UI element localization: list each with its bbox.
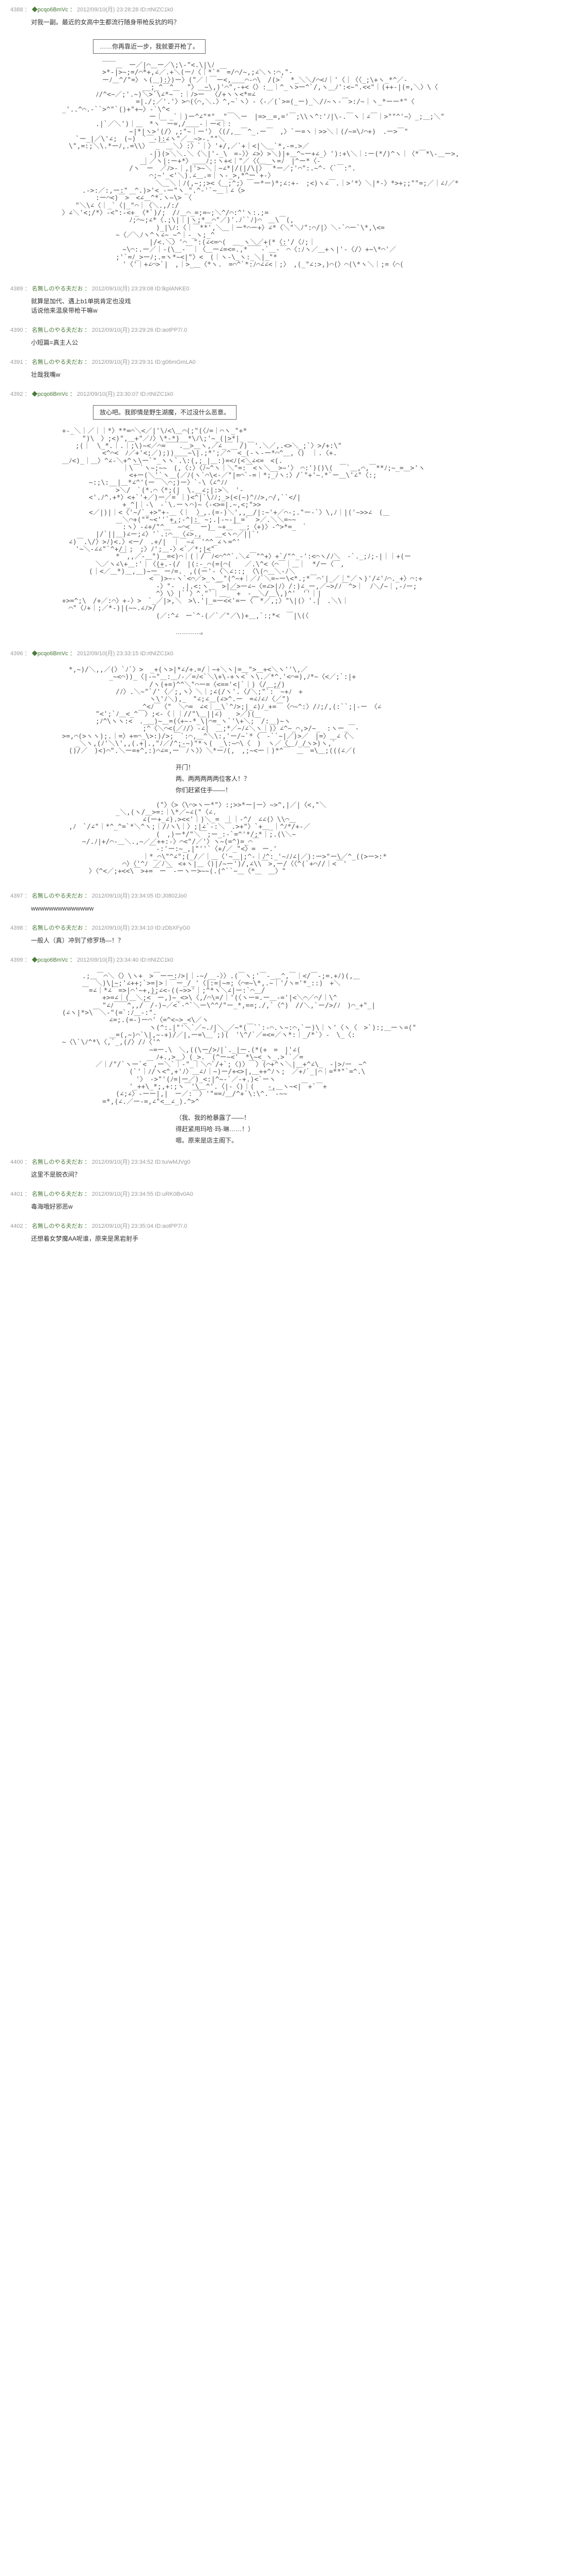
post-header: 4396 ： ◆pcqo6BmVc ： 2012/09/10(月) 23:33:…: [10, 649, 571, 657]
post-body: 一般人（真）冲到了修罗场—！？: [10, 936, 571, 945]
dialogue-text: 得赶紧用玛哈·玛-琳……！）: [31, 1124, 571, 1134]
post-number: 4388 ：: [10, 7, 32, 13]
post-body: 对我一副。最近的女高中生都流行随身带枪反抗的吗？ ……你再靠近一步，我就要开枪了。…: [10, 18, 571, 274]
post-handle: 名無しのやる夫だお ：: [32, 327, 92, 333]
post-header: 4389 ： 名無しのやる夫だお ： 2012/09/10(月) 23:29:0…: [10, 284, 571, 292]
post-number: 4401 ：: [10, 1191, 32, 1197]
post-header: 4391 ： 名無しのやる夫だお ： 2012/09/10(月) 23:29:3…: [10, 358, 571, 366]
ascii-art: ("〉〈>〈\⌒>ヽー*"〉:;>>*ー|ー〉~>^,|／|〈<,"＼ _＼,(…: [31, 797, 571, 881]
forum-post: 4402 ： 名無しのやる夫だお ： 2012/09/10(月) 23:35:0…: [0, 1216, 581, 1248]
post-handle: 名無しのやる夫だお ：: [32, 1159, 92, 1165]
post-date: 2012/09/10(月) 23:35:04 ID:aotPP7/.0: [92, 1223, 187, 1229]
post-handle: ◆pcqo6BmVc ：: [32, 651, 77, 657]
post-text: 毒海哦好邪恶w: [31, 1202, 571, 1211]
post-number: 4397 ：: [10, 893, 32, 899]
post-body: 就算是加代、遇上b1单挑肯定也没戏 话说他来温泉带枪干嘛w: [10, 297, 571, 315]
forum-post: 4390 ： 名無しのやる夫だお ： 2012/09/10(月) 23:29:2…: [0, 320, 581, 352]
forum-post: 4388 ： ◆pcqo6BmVc ： 2012/09/10(月) 23:28:…: [0, 0, 581, 279]
post-date: 2012/09/10(月) 23:29:26 ID:aotPP7/.0: [92, 327, 187, 333]
post-body: .;＿￣⌒＼〈〉\ヽ+ >￣ーー:ﾉ>|｜-~/__-〉〉.(￣ヽ;'￣-_＿^…: [10, 968, 571, 1145]
dialogue-text: 嗯。原来是店主阁下。: [31, 1136, 571, 1145]
forum-post: 4401 ： 名無しのやる夫だお ： 2012/09/10(月) 23:34:5…: [0, 1184, 581, 1216]
ascii-art: ￣￣＿ ー／|⌒＿ー／\;\-"<.\|\ﾉ >*-|>~;=/⌒*+,∠／.+…: [31, 57, 571, 274]
post-body: 壮哉我嘴w: [10, 370, 571, 379]
post-body: 这里不是脱衣间？: [10, 1170, 571, 1179]
post-handle: ◆pcqo6BmVc ：: [32, 7, 77, 13]
ascii-art: *,~)/＼,,／(〉`ﾉ`〉> _+(ヽ>|*∠/+.=/｜~+＼ヽ|=＿">…: [31, 661, 571, 761]
post-number: 4392 ：: [10, 391, 32, 397]
post-text: 这里不是脱衣间？: [31, 1170, 571, 1179]
forum-post: 4399 ： ◆pcqo6BmVc ： 2012/09/10(月) 23:34:…: [0, 950, 581, 1152]
post-date: 2012/09/10(月) 23:34:10 ID:zDbXFyG0: [92, 925, 190, 931]
post-date: 2012/09/10(月) 23:33:15 ID:rtNIZC1k0: [77, 651, 173, 657]
post-header: 4397 ： 名無しのやる夫だお ： 2012/09/10(月) 23:34:0…: [10, 891, 571, 900]
post-body: 放心吧。我即情是野生湖魔，不过没什么恶意。 +-_＼｜／｜｜*〉**=⌒＼<／|'…: [10, 402, 571, 637]
forum-post: 4389 ： 名無しのやる夫だお ： 2012/09/10(月) 23:29:0…: [0, 279, 581, 320]
dialogue-text: （我、我的枪暴露了——！: [31, 1113, 571, 1122]
post-handle: 名無しのやる夫だお ：: [32, 925, 92, 931]
post-date: 2012/09/10(月) 23:34:55 ID:uRK0Bv0A0: [92, 1191, 193, 1197]
post-handle: 名無しのやる夫だお ：: [32, 359, 92, 365]
post-handle: ◆pcqo6BmVc ：: [32, 957, 77, 963]
post-text: 小短篇=真主人公: [31, 338, 571, 347]
post-date: 2012/09/10(月) 23:29:08 ID:lkplANKE0: [92, 286, 190, 292]
post-number: 4398 ：: [10, 925, 32, 931]
post-body: *,~)/＼,,／(〉`ﾉ`〉> _+(ヽ>|*∠/+.=/｜~+＼ヽ|=＿">…: [10, 661, 571, 881]
post-handle: ◆pcqo6BmVc ：: [32, 391, 77, 397]
post-number: 4400 ：: [10, 1159, 32, 1165]
post-text: wwwwwwwwwwwwww: [31, 904, 571, 913]
dialogue-text: 开门！: [31, 763, 571, 772]
speech-bubble: ……你再靠近一步，我就要开枪了。: [93, 39, 206, 54]
post-body: 毒海哦好邪恶w: [10, 1202, 571, 1211]
post-date: 2012/09/10(月) 23:29:31 ID:g06mGmLA0: [92, 359, 196, 365]
post-header: 4402 ： 名無しのやる夫だお ： 2012/09/10(月) 23:35:0…: [10, 1222, 571, 1230]
forum-post: 4392 ： ◆pcqo6BmVc ： 2012/09/10(月) 23:30:…: [0, 384, 581, 644]
post-number: 4389 ：: [10, 286, 32, 292]
forum-post: 4396 ： ◆pcqo6BmVc ： 2012/09/10(月) 23:33:…: [0, 644, 581, 886]
forum-post: 4398 ： 名無しのやる夫だお ： 2012/09/10(月) 23:34:1…: [0, 918, 581, 950]
post-header: 4399 ： ◆pcqo6BmVc ： 2012/09/10(月) 23:34:…: [10, 955, 571, 964]
post-date: 2012/09/10(月) 23:30:07 ID:rtNIZC1k0: [77, 391, 173, 397]
forum-post: 4391 ： 名無しのやる夫だお ： 2012/09/10(月) 23:29:3…: [0, 352, 581, 384]
post-header: 4390 ： 名無しのやる夫だお ： 2012/09/10(月) 23:29:2…: [10, 326, 571, 334]
dialogue-text: 两、两两两两两位客人！？: [31, 774, 571, 783]
post-date: 2012/09/10(月) 23:34:52 ID:tu/wMJVg0: [92, 1159, 191, 1165]
post-header: 4398 ： 名無しのやる夫だお ： 2012/09/10(月) 23:34:1…: [10, 923, 571, 932]
post-text: 就算是加代、遇上b1单挑肯定也没戏 话说他来温泉带枪干嘛w: [31, 297, 571, 315]
post-text: 还想着女梦魔AA呢谁，原来是黑岩射手: [31, 1234, 571, 1243]
post-date: 2012/09/10(月) 23:34:40 ID:rtNIZC1k0: [77, 957, 173, 963]
post-body: 小短篇=真主人公: [10, 338, 571, 347]
post-number: 4396 ：: [10, 651, 32, 657]
forum-post: 4397 ： 名無しのやる夫だお ： 2012/09/10(月) 23:34:0…: [0, 886, 581, 918]
ascii-art: +-_＼｜／｜｜*〉**=⌒＼<／|'\ﾉ<\＿⌒(;"(〈ﾉ=｜⌒ヽ_"+* …: [31, 423, 571, 625]
post-number: 4399 ：: [10, 957, 32, 963]
ascii-art: .;＿￣⌒＼〈〉\ヽ+ >￣ーー:ﾉ>|｜-~/__-〉〉.(￣ヽ;'￣-_＿^…: [31, 968, 571, 1111]
post-handle: 名無しのやる夫だお ：: [32, 1223, 92, 1229]
speech-bubble: 放心吧。我即情是野生湖魔，不过没什么恶意。: [93, 405, 237, 420]
post-number: 4390 ：: [10, 327, 32, 333]
post-date: 2012/09/10(月) 23:28:28 ID:rtNIZC1k0: [77, 7, 173, 13]
post-date: 2012/09/10(月) 23:34:05 ID:J0802Jo0: [92, 893, 187, 899]
post-header: 4400 ： 名無しのやる夫だお ： 2012/09/10(月) 23:34:5…: [10, 1158, 571, 1166]
post-body: wwwwwwwwwwwwww: [10, 904, 571, 913]
post-header: 4388 ： ◆pcqo6BmVc ： 2012/09/10(月) 23:28:…: [10, 5, 571, 13]
dialogue-text: 你们赶紧住手——！: [31, 785, 571, 795]
side-dialogue: …………。: [31, 627, 571, 637]
post-handle: 名無しのやる夫だお ：: [32, 893, 92, 899]
post-text: 一般人（真）冲到了修罗场—！？: [31, 936, 571, 945]
post-text: 对我一副。最近的女高中生都流行随身带枪反抗的吗？: [31, 18, 571, 27]
post-handle: 名無しのやる夫だお ：: [32, 286, 92, 292]
post-number: 4402 ：: [10, 1223, 32, 1229]
post-number: 4391 ：: [10, 359, 32, 365]
post-text: 壮哉我嘴w: [31, 370, 571, 379]
post-handle: 名無しのやる夫だお ：: [32, 1191, 92, 1197]
post-body: 还想着女梦魔AA呢谁，原来是黑岩射手: [10, 1234, 571, 1243]
post-header: 4392 ： ◆pcqo6BmVc ： 2012/09/10(月) 23:30:…: [10, 390, 571, 398]
post-header: 4401 ： 名無しのやる夫だお ： 2012/09/10(月) 23:34:5…: [10, 1190, 571, 1198]
forum-post: 4400 ： 名無しのやる夫だお ： 2012/09/10(月) 23:34:5…: [0, 1152, 581, 1184]
